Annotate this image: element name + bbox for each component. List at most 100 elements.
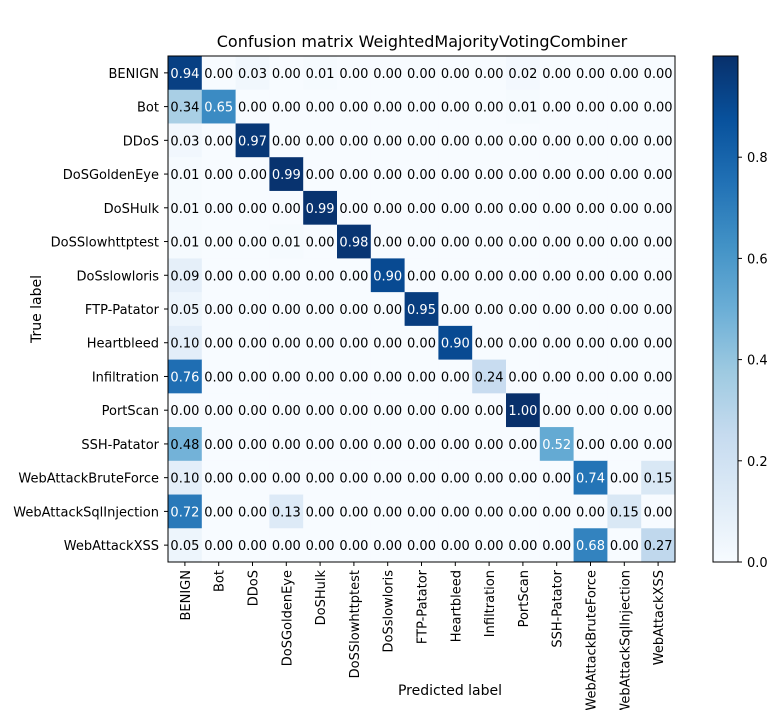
cell-value-label: 0.00 (576, 168, 605, 183)
cell-value-label: 0.00 (407, 539, 436, 554)
heatmap-cell (438, 258, 473, 293)
cell-value-label: 0.00 (610, 134, 639, 149)
heatmap-cell (370, 393, 406, 428)
heatmap-cell (472, 258, 507, 293)
cell-value-label: 0.00 (542, 269, 571, 284)
cell-value-label: 0.00 (644, 438, 673, 453)
heatmap-cell (303, 56, 338, 91)
cell-value-label: 0.00 (475, 404, 504, 419)
heatmap-cell (573, 494, 608, 529)
cell-value-label: 0.01 (272, 236, 301, 251)
colorbar-tick-label: 0.0 (747, 556, 768, 571)
heatmap-cell (539, 123, 575, 158)
heatmap-cell (269, 258, 304, 293)
cell-value-label: 0.00 (238, 539, 267, 554)
heatmap-cell (472, 359, 507, 394)
cell-value-label: 0.00 (610, 303, 639, 318)
cell-value-label: 0.00 (407, 236, 436, 251)
cell-value-label: 0.00 (373, 134, 402, 149)
heatmap-cell (641, 89, 676, 124)
cell-value-label: 0.00 (475, 303, 504, 318)
x-tick-label: BENIGN (179, 570, 194, 621)
cell-value-label: 0.00 (339, 438, 368, 453)
heatmap-cell (506, 224, 541, 259)
cell-value-label: 0.13 (272, 505, 301, 520)
heatmap-cell (472, 494, 507, 529)
cell-value-label: 0.00 (475, 134, 504, 149)
heatmap-cell (201, 190, 237, 226)
cell-value-label: 0.94 (170, 67, 199, 82)
heatmap-cell (235, 494, 270, 529)
heatmap-cell (438, 528, 473, 563)
cell-value-label: 0.00 (339, 202, 368, 217)
heatmap-cell (641, 325, 676, 361)
heatmap-cell (539, 325, 575, 361)
heatmap-cell (573, 292, 608, 327)
cell-value-label: 0.10 (170, 472, 199, 487)
cell-value-label: 0.00 (475, 505, 504, 520)
heatmap-cell (201, 89, 237, 124)
x-tick-label: Infiltration (483, 570, 498, 637)
y-tick-label: FTP-Patator (85, 303, 160, 318)
heatmap-cell (573, 528, 608, 563)
heatmap-cell (573, 325, 608, 361)
cell-value-label: 0.00 (610, 337, 639, 352)
y-tick-label: Heartbleed (87, 337, 159, 352)
y-tick-label: SSH-Patator (81, 438, 159, 453)
heatmap-cell (607, 427, 642, 462)
heatmap-cell (269, 325, 304, 361)
cell-value-label: 0.00 (407, 67, 436, 82)
cell-value-label: 0.00 (576, 67, 605, 82)
cell-value-label: 0.00 (306, 438, 335, 453)
heatmap-cell (337, 258, 372, 293)
cell-value-label: 0.00 (272, 67, 301, 82)
heatmap-cell (201, 359, 237, 394)
cell-value-label: 0.00 (407, 202, 436, 217)
cell-value-label: 0.52 (542, 438, 571, 453)
cell-value-label: 0.00 (644, 101, 673, 116)
cell-value-label: 0.00 (204, 202, 233, 217)
cell-value-label: 0.00 (339, 539, 368, 554)
y-axis-label: True label (29, 275, 45, 344)
heatmap-cell (337, 393, 372, 428)
cell-value-label: 0.00 (407, 404, 436, 419)
heatmap-cell (404, 123, 439, 158)
heatmap-cell (472, 123, 507, 158)
heatmap-cell (168, 258, 203, 293)
cell-value-label: 0.00 (238, 404, 267, 419)
cell-value-label: 0.00 (610, 168, 639, 183)
cell-value-label: 0.68 (576, 539, 605, 554)
cell-value-label: 0.01 (170, 236, 199, 251)
cell-value-label: 0.00 (441, 404, 470, 419)
heatmap-cell (303, 89, 338, 124)
cell-value-label: 0.03 (238, 67, 267, 82)
heatmap-cell (573, 393, 608, 428)
cell-value-label: 0.00 (576, 134, 605, 149)
heatmap-cell (506, 190, 541, 226)
x-tick-label: PortScan (517, 570, 532, 627)
heatmap-cell (201, 56, 237, 91)
heatmap-cell (269, 89, 304, 124)
heatmap-cell (168, 460, 203, 496)
cell-value-label: 0.00 (475, 472, 504, 487)
cell-value-label: 0.76 (170, 370, 199, 385)
heatmap-cell (641, 460, 676, 496)
cell-value-label: 0.90 (441, 337, 470, 352)
cell-value-label: 0.24 (475, 370, 504, 385)
heatmap-cell (168, 292, 203, 327)
y-tick-label: WebAttackBruteForce (18, 472, 159, 487)
heatmap-cell (641, 123, 676, 158)
heatmap-cell (337, 325, 372, 361)
cell-value-label: 0.00 (339, 472, 368, 487)
heatmap-cell (269, 393, 304, 428)
colorbar-tick-label: 0.2 (747, 455, 768, 470)
cell-value-label: 0.00 (475, 168, 504, 183)
heatmap-cell (641, 359, 676, 394)
heatmap-cell (438, 494, 473, 529)
y-tick-label: WebAttackSqlInjection (13, 505, 159, 520)
cell-value-label: 0.00 (542, 303, 571, 318)
heatmap-cell (303, 123, 338, 158)
heatmap-cell (337, 157, 372, 192)
heatmap-cell (337, 359, 372, 394)
cell-value-label: 0.00 (373, 303, 402, 318)
